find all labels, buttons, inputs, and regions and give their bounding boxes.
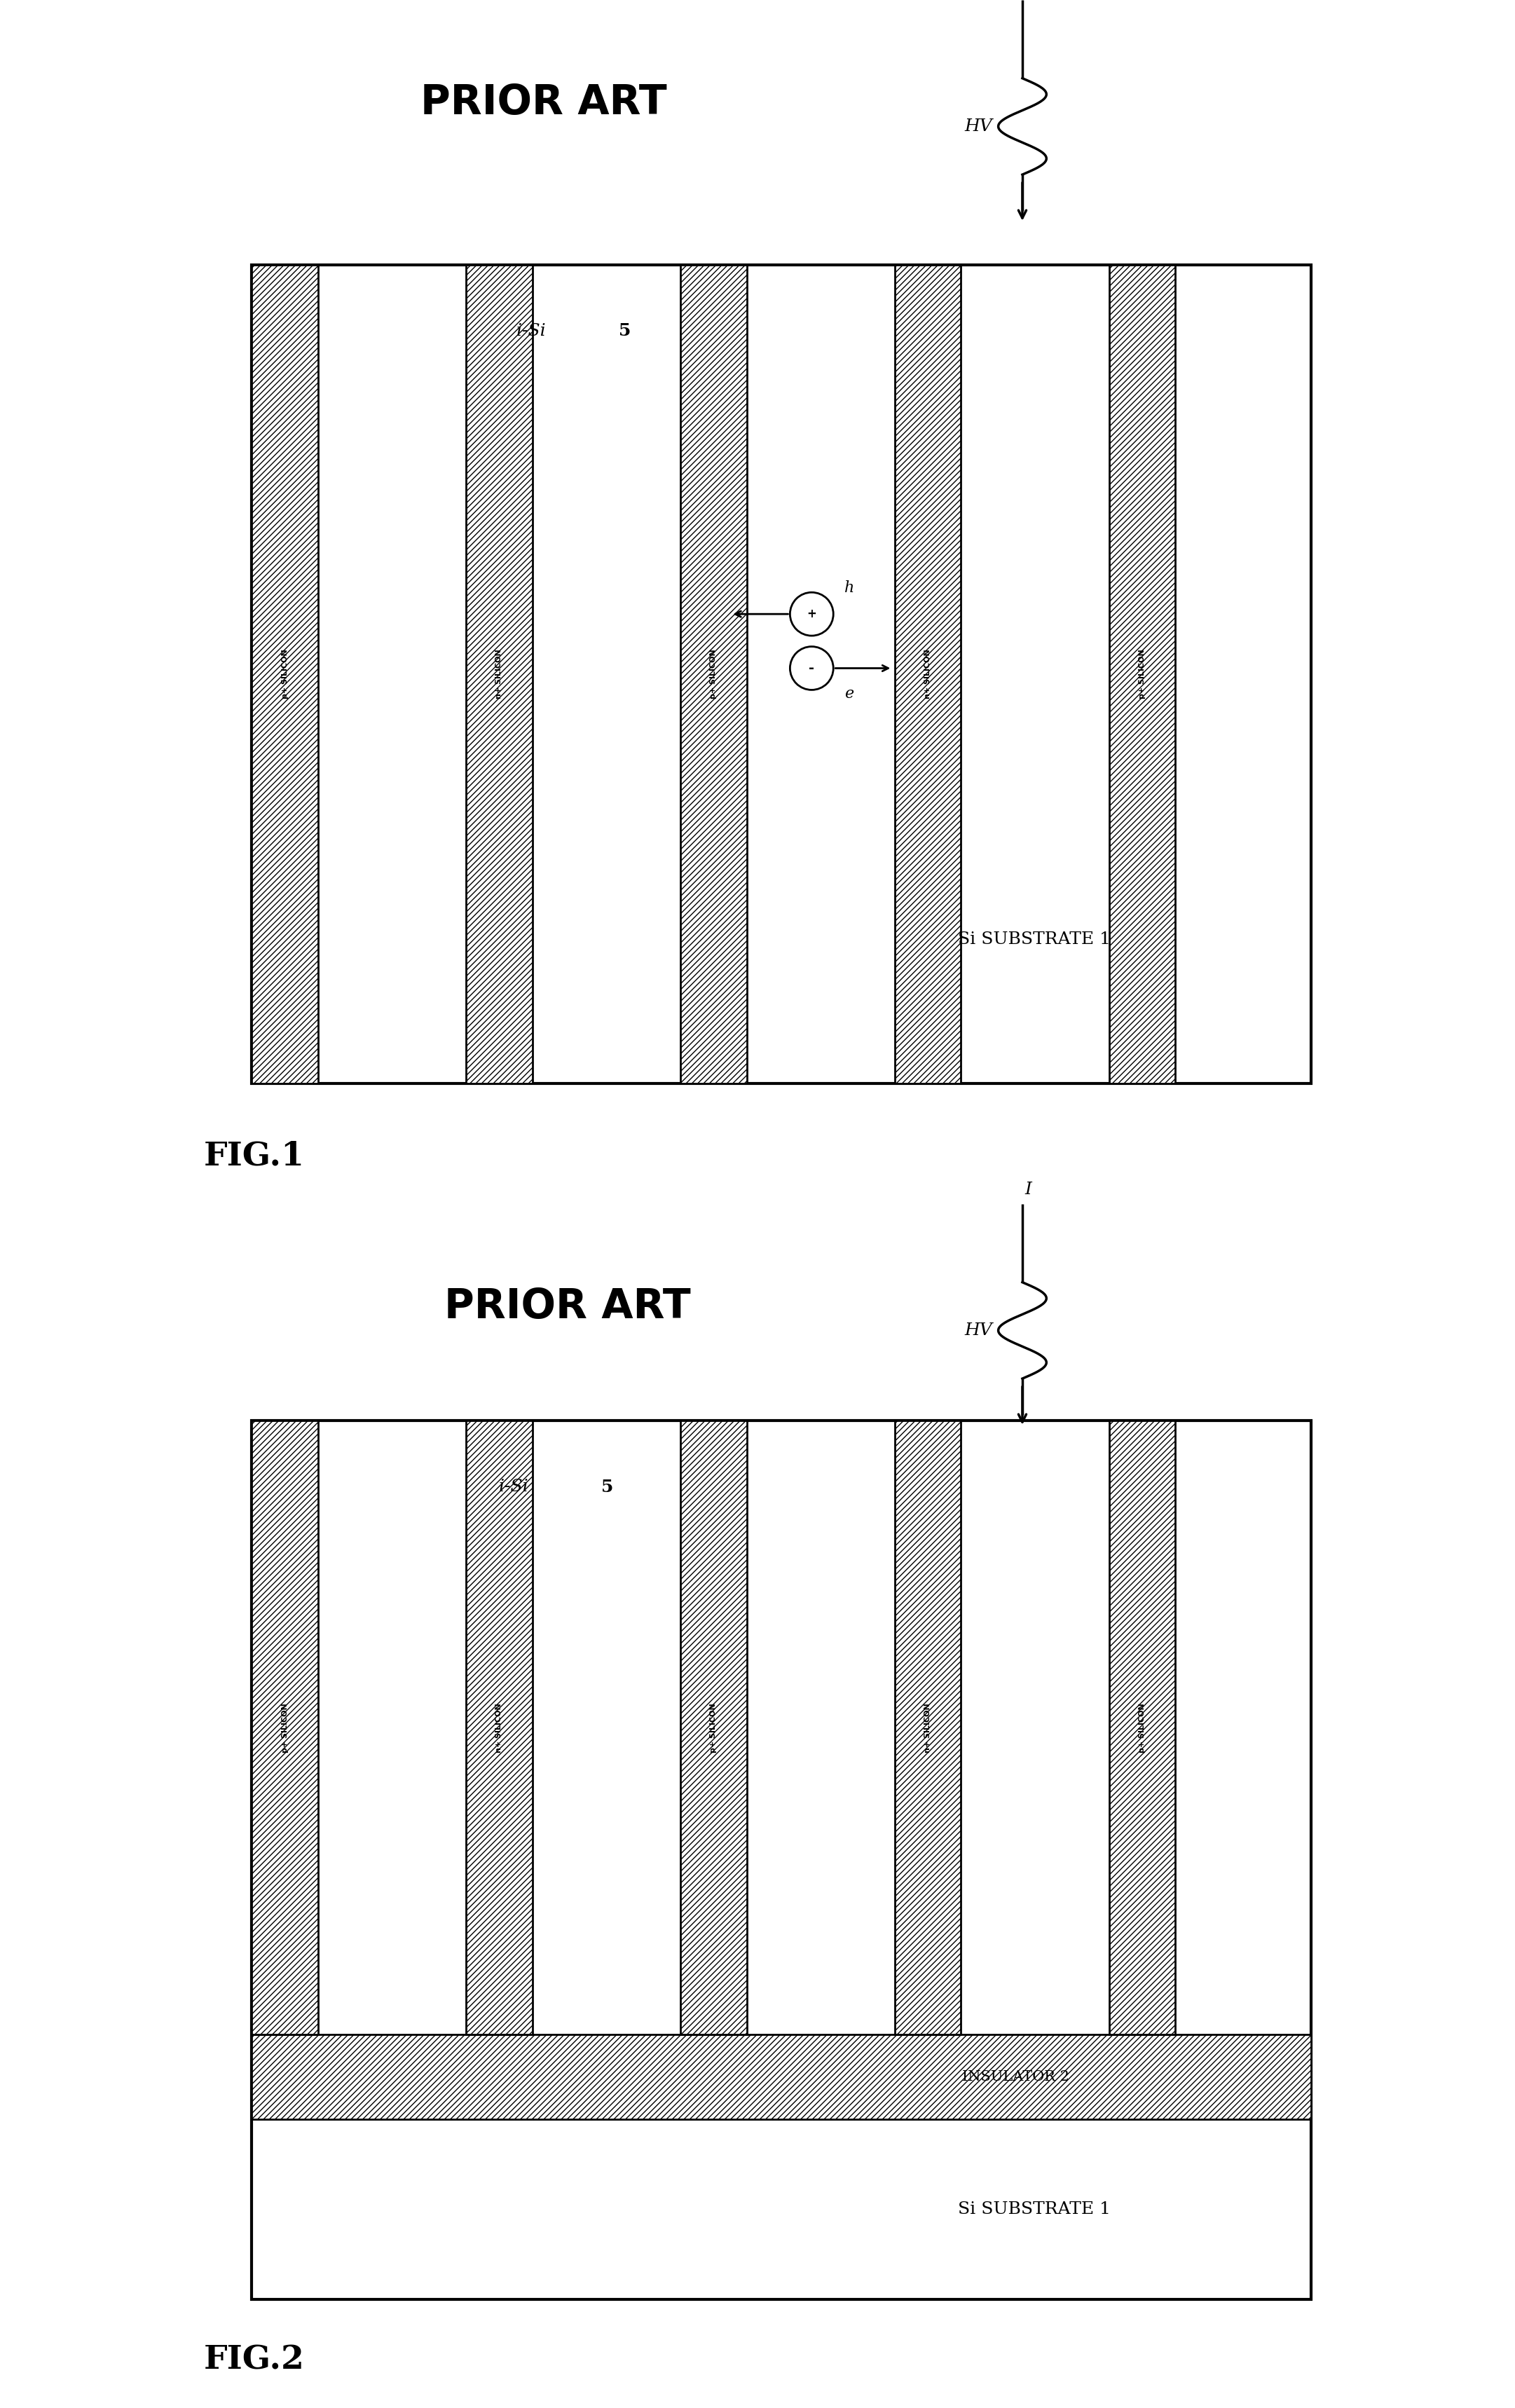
Bar bbox=[895, 1421, 961, 2035]
Text: 5: 5 bbox=[601, 1479, 614, 1495]
Text: I: I bbox=[1026, 1182, 1032, 1199]
Circle shape bbox=[789, 645, 833, 689]
Text: n+ SILICON: n+ SILICON bbox=[924, 650, 932, 698]
Text: p+ SILICON: p+ SILICON bbox=[282, 1702, 288, 1753]
Text: p+ SILICON: p+ SILICON bbox=[282, 650, 288, 698]
Text: h: h bbox=[844, 580, 854, 595]
Text: n+ SILICON: n+ SILICON bbox=[924, 1702, 932, 1753]
Bar bbox=[895, 265, 961, 1084]
Bar bbox=[251, 2035, 1312, 2119]
Text: 5: 5 bbox=[620, 323, 632, 340]
Text: i-Si: i-Si bbox=[517, 323, 551, 340]
Bar bbox=[1109, 265, 1176, 1084]
Bar bbox=[680, 1421, 747, 2035]
Text: p+ SILICON: p+ SILICON bbox=[711, 650, 717, 698]
Text: FIG.1: FIG.1 bbox=[203, 1139, 305, 1173]
Text: PRIOR ART: PRIOR ART bbox=[421, 82, 667, 123]
Text: p+ SILICON: p+ SILICON bbox=[1139, 1702, 1145, 1753]
Text: i-Si: i-Si bbox=[498, 1479, 533, 1495]
Bar bbox=[467, 1421, 532, 2035]
Text: FIG.2: FIG.2 bbox=[203, 2343, 305, 2377]
Text: HV: HV bbox=[965, 118, 992, 135]
Text: +: + bbox=[807, 607, 817, 621]
Text: PRIOR ART: PRIOR ART bbox=[444, 1286, 691, 1327]
Text: p+ SILICON: p+ SILICON bbox=[711, 1702, 717, 1753]
Bar bbox=[467, 265, 532, 1084]
Bar bbox=[1109, 1421, 1176, 2035]
Bar bbox=[251, 1421, 1312, 2300]
Circle shape bbox=[789, 592, 833, 636]
Text: INSULATOR 2: INSULATOR 2 bbox=[962, 2071, 1070, 2083]
Bar bbox=[680, 265, 747, 1084]
Text: n+ SILICON: n+ SILICON bbox=[495, 1702, 503, 1753]
Bar bbox=[251, 265, 318, 1084]
Text: -: - bbox=[809, 662, 815, 674]
Text: n+ SILICON: n+ SILICON bbox=[495, 650, 503, 698]
Text: Si SUBSTRATE 1: Si SUBSTRATE 1 bbox=[957, 2201, 1110, 2218]
Text: p+ SILICON: p+ SILICON bbox=[1139, 650, 1145, 698]
Text: e: e bbox=[844, 686, 853, 701]
Text: HV: HV bbox=[965, 1322, 992, 1339]
Bar bbox=[251, 265, 1312, 1084]
Bar bbox=[251, 1421, 318, 2035]
Text: Si SUBSTRATE 1: Si SUBSTRATE 1 bbox=[957, 932, 1110, 946]
